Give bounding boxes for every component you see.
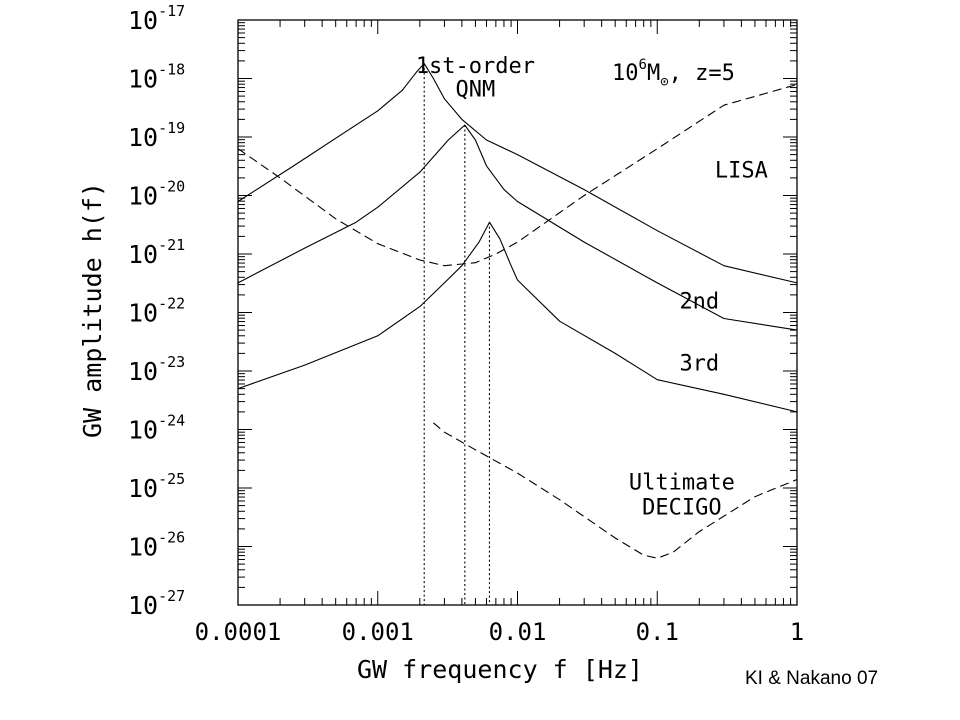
annotation-label: 3rd: [679, 351, 719, 376]
dashed-curve-4: [433, 422, 798, 559]
y-tick-label: 10-17: [128, 2, 185, 35]
annotation-label: QNM: [456, 78, 496, 103]
y-tick-label: 10-23: [128, 353, 185, 386]
y-axis-label: GW amplitude h(f): [78, 182, 107, 438]
y-tick-label: 10-25: [128, 470, 185, 503]
qnm-curve-2: [237, 221, 798, 413]
qnm-curve-1: [237, 124, 798, 331]
y-tick-label: 10-26: [128, 529, 185, 562]
x-tick-label: 0.0001: [195, 618, 282, 646]
y-tick-label: 10-19: [128, 119, 185, 152]
x-tick-label: 0.001: [342, 618, 414, 646]
qnm-curve-0: [237, 63, 798, 284]
y-tick-label: 10-18: [128, 61, 185, 94]
mass-redshift-label: 106M⊙, z=5: [612, 57, 735, 90]
annotation-label: 2nd: [679, 290, 719, 315]
y-tick-label: 10-24: [128, 412, 185, 445]
dashed-curve-3: [237, 83, 798, 267]
x-tick-label: 0.01: [489, 618, 547, 646]
y-tick-label: 10-20: [128, 178, 185, 211]
x-axis-label: GW frequency f [Hz]: [357, 655, 643, 684]
y-tick-label: 10-21: [128, 236, 185, 269]
annotation-label: DECIGO: [642, 496, 721, 521]
annotation-label: LISA: [715, 158, 768, 183]
x-tick-label: 0.1: [636, 618, 679, 646]
y-tick-label: 10-27: [128, 587, 185, 620]
credit-text: KI & Nakano 07: [745, 668, 879, 689]
annotation-label: Ultimate: [629, 470, 735, 495]
y-tick-label: 10-22: [128, 295, 185, 328]
annotation-label: 1st-order: [416, 54, 535, 79]
x-tick-label: 1: [790, 618, 804, 646]
